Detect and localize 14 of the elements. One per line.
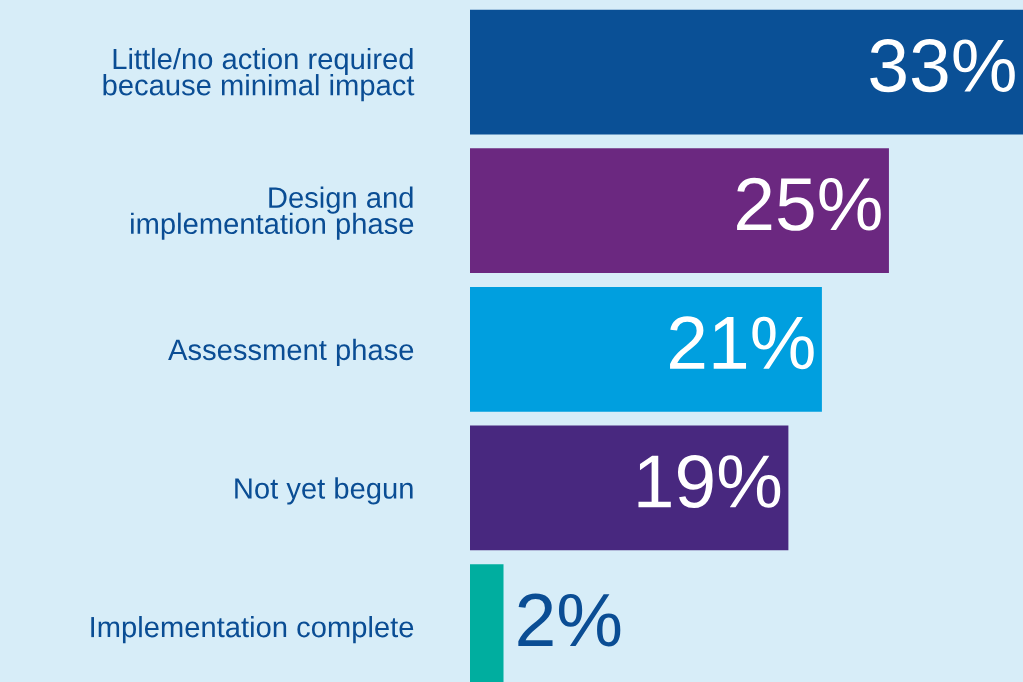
data-label: 21% bbox=[670, 316, 814, 370]
bar bbox=[470, 148, 889, 274]
data-label: 19% bbox=[638, 454, 781, 509]
data-label: 2% bbox=[518, 593, 621, 647]
bar bbox=[470, 425, 789, 551]
bar bbox=[470, 286, 822, 412]
data-label: 25% bbox=[737, 177, 881, 231]
y-tick-label: Design and implementation phase bbox=[131, 186, 414, 240]
y-tick-label: Not yet begun bbox=[235, 477, 413, 505]
data-label: 33% bbox=[870, 39, 1015, 93]
bar bbox=[470, 9, 1023, 135]
y-tick-label: Assessment phase bbox=[168, 338, 414, 366]
y-tick-label: Little/no action required because minimal impact bbox=[103, 47, 415, 102]
y-tick-label: Implementation complete bbox=[91, 615, 414, 644]
